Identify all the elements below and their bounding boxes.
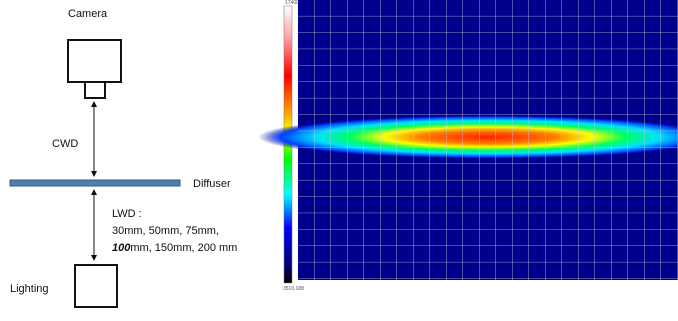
cwd-label: CWD bbox=[52, 138, 78, 150]
lighting-label: Lighting bbox=[10, 283, 49, 295]
camera-lens bbox=[84, 81, 106, 99]
colorbar-min: 3510.188 bbox=[283, 286, 304, 292]
diffuser-label: Diffuser bbox=[193, 178, 231, 190]
colorbar-max: 17400.000 bbox=[285, 0, 309, 6]
diffuser bbox=[9, 179, 181, 187]
lwd-bold: 100 bbox=[112, 242, 131, 254]
lwd-rest: mm, 150mm, 200 mm bbox=[130, 242, 237, 254]
heatmap-grid bbox=[298, 0, 678, 280]
camera-label: Camera bbox=[68, 8, 108, 20]
lwd-line2: 100mm, 150mm, 200 mm bbox=[112, 242, 237, 254]
lighting-box bbox=[74, 264, 118, 308]
lwd-line1: 30mm, 50mm, 75mm, bbox=[112, 225, 219, 237]
camera-body bbox=[67, 39, 122, 83]
lwd-title: LWD : bbox=[112, 208, 142, 220]
